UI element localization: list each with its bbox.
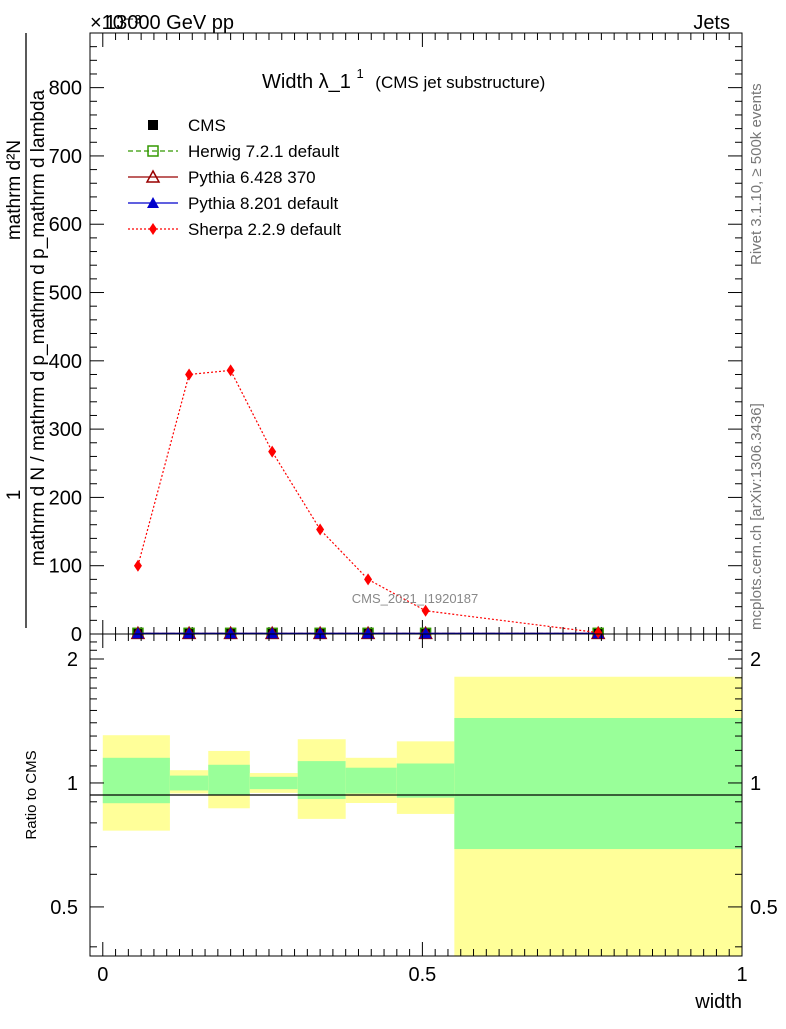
ratio-y-tick-label: 0.5	[50, 897, 78, 919]
pythia8-marker	[314, 627, 327, 639]
legend-entry: Pythia 8.201 default	[128, 194, 339, 213]
stat-uncertainty-band	[345, 767, 397, 794]
herwig-marker	[147, 145, 159, 157]
ylabel-denominator: mathrm d N / mathrm d p_mathrm d p_mathr…	[28, 89, 49, 566]
exponent-label: ×10⁻³	[90, 12, 141, 34]
ratio-y-tick-label-right: 2	[750, 649, 761, 671]
main-y-ticks: 0 100 200 300 400 500 600 700 800	[49, 32, 742, 646]
legend-entry: Pythia 6.428 370	[128, 168, 316, 187]
y-tick-label: 700	[49, 146, 82, 168]
stat-uncertainty-band	[297, 761, 346, 800]
stat-uncertainty-band	[169, 775, 209, 791]
y-tick-label: 400	[49, 351, 82, 373]
legend-entry: Herwig 7.2.1 default	[128, 142, 339, 161]
mcplots-label: mcplots.cern.ch [arXiv:1306.3436]	[748, 403, 765, 630]
legend-entry: Sherpa 2.2.9 default	[128, 220, 341, 239]
ratio-y-ticks: 0.5 0.5 1 1 2 2	[50, 641, 778, 948]
ratio-y-tick-label-right: 0.5	[750, 897, 778, 919]
stat-uncertainty-band	[102, 757, 170, 804]
x-tick-label: 0	[97, 964, 108, 986]
y-tick-label: 800	[49, 78, 82, 100]
category-label: Jets	[693, 12, 730, 34]
sherpa-marker	[268, 445, 277, 458]
sherpa-marker	[226, 364, 235, 377]
ratio-bands	[102, 676, 742, 956]
sherpa-marker	[421, 604, 430, 617]
stat-uncertainty-band	[396, 763, 455, 798]
sherpa-marker	[185, 368, 194, 381]
y-tick-label: 300	[49, 419, 82, 441]
chart-title-sub: (CMS jet substructure)	[375, 73, 545, 92]
y-tick-label: 200	[49, 487, 82, 509]
analysis-id: CMS_2021_I1920187	[352, 591, 479, 606]
ylabel-top: mathrm d²N	[4, 140, 25, 240]
sherpa-marker	[133, 559, 142, 572]
legend-label: Sherpa 2.2.9 default	[188, 220, 341, 239]
ratio-y-tick-label: 2	[67, 649, 78, 671]
energy-label: 13000 GeV pp	[105, 12, 234, 34]
ratio-panel: 0.5 0.51 12 2 0 0.5 1 Ratio to CMS width	[23, 633, 778, 1013]
sherpa-marker	[364, 573, 373, 586]
legend-label: Herwig 7.2.1 default	[188, 142, 339, 161]
main-series	[130, 364, 606, 640]
y-tick-label: 500	[49, 283, 82, 305]
ratio-ylabel: Ratio to CMS	[23, 750, 40, 839]
series-line-4	[137, 369, 599, 634]
y-tick-label: 0	[71, 624, 82, 646]
x-axis-label: width	[694, 991, 742, 1013]
chart-title-main: Width λ_1	[262, 71, 351, 93]
legend-label: CMS	[188, 116, 226, 135]
pythia8-marker	[224, 627, 237, 639]
chart-title: Width λ_1 1 (CMS jet substructure)	[262, 61, 545, 93]
sherpa-marker	[594, 626, 603, 639]
legend-label: Pythia 8.201 default	[188, 194, 339, 213]
x-tick-label: 1	[736, 964, 747, 986]
rivet-label: Rivet 3.1.10, ≥ 500k events	[748, 83, 765, 265]
cms-marker	[148, 120, 158, 130]
sherpa-marker	[149, 223, 157, 235]
stat-uncertainty-band	[249, 776, 298, 790]
pythia6-marker	[145, 169, 161, 183]
ratio-x-ticks: 0 0.5 1	[97, 634, 748, 986]
ratio-y-tick-label-right: 1	[750, 773, 761, 795]
legend-label: Pythia 6.428 370	[188, 168, 316, 187]
legend: CMS Herwig 7.2.1 default Pythia 6.428 370 P…	[128, 116, 341, 239]
stat-uncertainty-band	[208, 764, 250, 795]
pythia8-marker	[147, 197, 159, 208]
main-panel: 0 100 200 300 400 500 600 700 800 Width λ_1 1 (C…	[49, 32, 743, 646]
ratio-y-tick-label: 1	[67, 773, 78, 795]
stat-uncertainty-band	[454, 717, 742, 850]
sherpa-marker	[316, 523, 325, 536]
y-tick-label: 600	[49, 214, 82, 236]
chart-title-sup: 1	[357, 66, 364, 81]
y-tick-label: 100	[49, 556, 82, 578]
ylabel-numerator: 1	[4, 490, 25, 501]
ratio-frame	[89, 633, 743, 957]
legend-entry: CMS	[148, 116, 226, 135]
x-tick-label: 0.5	[408, 964, 436, 986]
main-ylabel: mathrm d²N 1 mathrm d N / mathrm d p_mat…	[4, 33, 49, 628]
